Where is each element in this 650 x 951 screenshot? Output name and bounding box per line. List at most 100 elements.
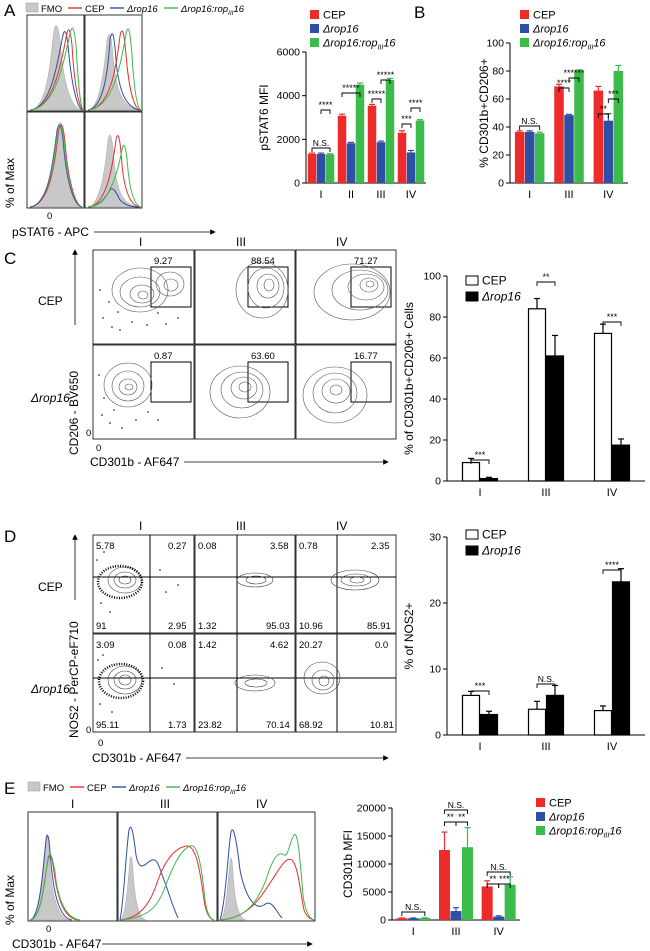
A-bar-y-title: pSTAT6 MFI xyxy=(257,84,271,150)
B-bar-sig-label: ****** xyxy=(563,68,585,78)
A-bar-bar xyxy=(397,132,407,183)
C-bar-sig-bracket xyxy=(470,459,490,464)
C-bar-ytick-label: 20 xyxy=(429,435,441,447)
flow-grid-c xyxy=(92,249,397,440)
D-bar-ytick-label: 10 xyxy=(429,664,441,676)
D-bar-bar xyxy=(545,694,565,736)
D-bar-bar xyxy=(611,581,631,736)
c-gate-values: 9.27 88.54 71.27 0.87 63.60 16.77 xyxy=(154,256,378,362)
D-bar-sig-label: *** xyxy=(475,681,486,691)
d-y-zero: 0 xyxy=(86,725,91,736)
d-col-label-iv: IV xyxy=(336,519,347,533)
c-row-label-cep: CEP xyxy=(38,294,63,308)
C-bar-ytick-label: 60 xyxy=(429,353,441,365)
E-bar-sig-label: N.S. xyxy=(448,800,465,810)
B-bar-ytick-label: 100 xyxy=(486,38,504,50)
E-bar-sig-bracket xyxy=(498,883,511,888)
B-bar-sig-label: ** xyxy=(600,104,608,114)
E-bar-bar xyxy=(407,918,419,920)
B-bar-sig-label: *** xyxy=(608,89,619,99)
D-bar-ytick-label: 20 xyxy=(429,598,441,610)
A-bar-sig-label: ***** xyxy=(342,83,360,93)
d-q-rop-i-ll: 95.11 xyxy=(96,720,119,731)
C-bar-bar xyxy=(593,332,613,482)
B-bar-ytick-label: 0 xyxy=(498,178,504,190)
C-bar-sig-label: ** xyxy=(542,272,550,282)
d-q-cep-i-ul: 5.78 xyxy=(96,541,115,552)
c-x-title: CD301b - AF647 xyxy=(90,455,180,469)
panel-a-zero: 0 xyxy=(47,211,52,222)
D-bar-ytick-label: 0 xyxy=(435,730,441,742)
d-q-rop-i-ul: 3.09 xyxy=(96,640,115,651)
E-bar-bar xyxy=(419,918,431,920)
A-bar-sig-bracket xyxy=(380,79,391,84)
d-q-rop-iii-ur: 4.62 xyxy=(270,640,289,651)
C-bar-ytick-label: 40 xyxy=(429,394,441,406)
B-bar-ytick-label: 40 xyxy=(492,122,504,134)
E-bar-sig-bracket xyxy=(486,871,511,876)
A-bar-sig-bracket xyxy=(371,98,382,103)
A-bar-bar xyxy=(406,152,416,183)
B-bar-y-title: % CD301b+CD206+ xyxy=(477,58,491,167)
C-bar-bar xyxy=(527,308,547,482)
E-bar-sig-label: N.S. xyxy=(405,902,422,912)
A-bar-sig-label: ***** xyxy=(377,70,395,80)
D-bar-xtick-label: I xyxy=(478,741,481,753)
C-bar-legend-swatch xyxy=(465,291,479,302)
C-bar-bar xyxy=(479,477,499,482)
d-x-title: CD301b - AF647 xyxy=(92,751,182,765)
d-q-rop-iv-ul: 20.27 xyxy=(299,640,323,651)
panel-a-x-title: pSTAT6 - APC xyxy=(12,225,89,239)
A-bar-legend-swatch xyxy=(310,38,319,47)
B-bar-bar xyxy=(603,120,614,183)
legend-e: FMO CEP Δrop16 Δrop16:ropIII16 xyxy=(27,781,247,796)
c-col-label-iii: III xyxy=(236,235,246,249)
A-bar-bar xyxy=(325,154,335,183)
B-bar-sig-bracket xyxy=(558,87,570,92)
d-q-rop-iv-ll: 68.92 xyxy=(299,720,323,731)
C-bar-legend-label: Δrop16 xyxy=(481,290,521,304)
A-bar-bar xyxy=(385,79,395,183)
c-x-zero: 0 xyxy=(96,443,101,454)
A-bar-legend-label: Δrop16:ropIII16 xyxy=(322,38,396,52)
e-col-label-iv: IV xyxy=(256,797,267,811)
D-bar-xtick-label: IV xyxy=(607,741,618,753)
B-bar-legend-label: Δrop16:ropIII16 xyxy=(532,38,606,52)
B-bar-legend-swatch xyxy=(520,38,529,47)
B-bar-xtick-label: III xyxy=(564,189,573,201)
d-q-rop-iv-ur: 0.0 xyxy=(375,640,388,651)
d-q-rop-i-lr: 1.73 xyxy=(168,720,187,731)
panel-letter-a: A xyxy=(4,1,16,20)
D-bar-legend-label: Δrop16 xyxy=(481,544,521,558)
A-bar-ytick-label: 6000 xyxy=(277,47,301,59)
C-bar-sig-label: *** xyxy=(475,450,486,460)
B-bar-bar xyxy=(613,71,624,183)
panel-letter-b: B xyxy=(414,3,425,22)
A-bar-bar xyxy=(337,115,347,183)
B-bar-bar xyxy=(514,131,525,183)
E-bar-bar xyxy=(504,884,516,920)
d-row-label-cep: CEP xyxy=(38,580,63,594)
B-bar-bar xyxy=(574,71,584,183)
C-bar-ytick-label: 100 xyxy=(423,271,441,283)
A-bar-legend-label: Δrop16 xyxy=(322,24,359,36)
B-bar-bar xyxy=(593,90,604,183)
c-y-zero: 0 xyxy=(86,428,91,439)
d-y-title: NOS2 - PerCP-eF710 xyxy=(67,621,81,738)
B-bar-sig-bracket xyxy=(519,125,541,130)
flow-grid-d xyxy=(92,534,397,733)
panel-letter-e: E xyxy=(4,779,15,798)
d-q-rop-iii-ll: 23.82 xyxy=(198,720,222,731)
B-bar-ytick-label: 80 xyxy=(492,66,504,78)
E-bar-xtick-label: I xyxy=(412,926,415,938)
B-bar-ytick-label: 20 xyxy=(492,150,504,162)
B-bar-sig-bracket xyxy=(597,113,609,118)
B-bar-ytick-label: 60 xyxy=(492,94,504,106)
A-bar-sig-label: **** xyxy=(408,98,423,108)
c-row-label-rop16: Δrop16 xyxy=(30,391,70,405)
E-bar-sig-label: *** xyxy=(499,874,510,884)
